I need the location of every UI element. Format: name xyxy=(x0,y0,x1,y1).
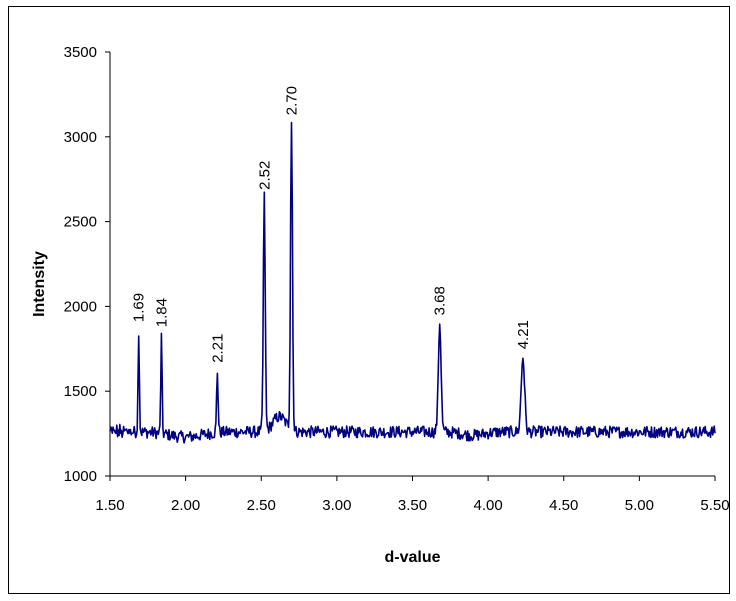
y-tick-label: 1000 xyxy=(64,468,97,485)
peak-label: 1.84 xyxy=(153,298,170,327)
x-tick-label: 2.50 xyxy=(247,497,276,514)
y-axis-title: Intensity xyxy=(31,251,48,317)
x-tick-label: 5.00 xyxy=(625,497,654,514)
series-line xyxy=(109,121,716,444)
peak-label: 1.69 xyxy=(131,293,148,322)
peak-labels: 1.69 1.84 2.21 2.52 2.70 3.68 4.21 xyxy=(131,86,532,363)
x-axis-title: d-value xyxy=(384,549,440,566)
peak-label: 3.68 xyxy=(432,286,449,315)
x-tick-label: 5.50 xyxy=(700,497,729,514)
x-tick-label: 4.00 xyxy=(474,497,503,514)
chart-frame xyxy=(8,6,730,594)
axes xyxy=(109,52,715,477)
y-tick-label: 1500 xyxy=(64,383,97,400)
x-tick-label: 3.00 xyxy=(322,497,351,514)
x-tick-label: 2.00 xyxy=(171,497,200,514)
x-tick-label: 4.50 xyxy=(549,497,578,514)
peak-label: 4.21 xyxy=(515,320,532,349)
x-ticks: 1.50 2.00 2.50 3.00 3.50 4.00 4.50 5.00 5.50 xyxy=(95,476,730,514)
x-tick-label: 1.50 xyxy=(95,497,124,514)
peak-label: 2.21 xyxy=(209,334,226,363)
y-tick-label: 2500 xyxy=(64,214,97,231)
y-ticks: 1000 1500 2000 2500 3000 3500 xyxy=(64,44,110,485)
peak-label: 2.70 xyxy=(284,86,301,115)
x-tick-label: 3.50 xyxy=(398,497,427,514)
y-tick-label: 3500 xyxy=(64,44,97,61)
y-tick-label: 2000 xyxy=(64,298,97,315)
peak-label: 2.52 xyxy=(256,161,273,190)
y-tick-label: 3000 xyxy=(64,129,97,146)
